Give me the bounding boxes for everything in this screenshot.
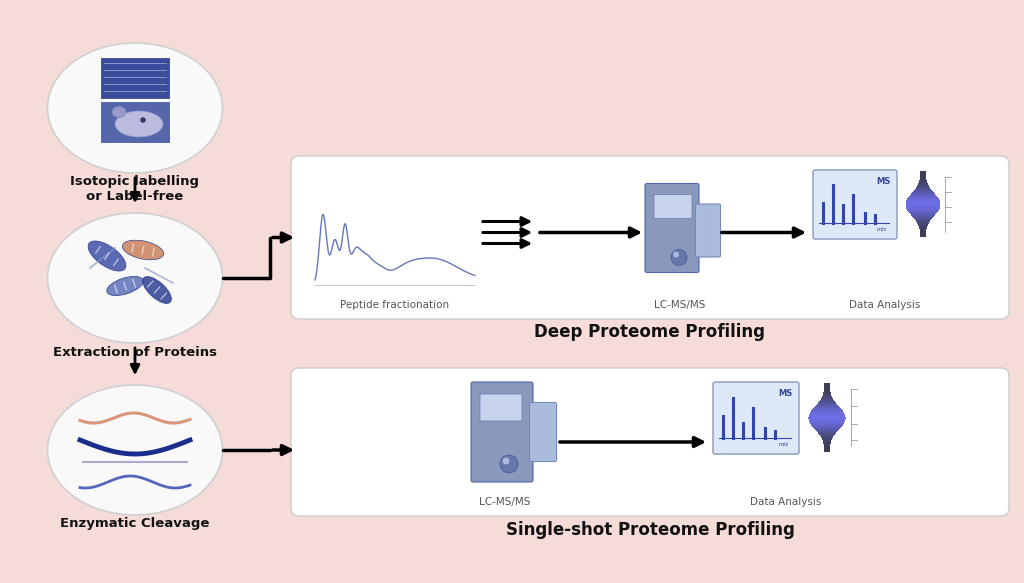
Ellipse shape xyxy=(47,43,222,173)
Text: or Label-free: or Label-free xyxy=(86,189,183,202)
Ellipse shape xyxy=(47,385,222,515)
FancyBboxPatch shape xyxy=(480,394,522,421)
Ellipse shape xyxy=(112,107,126,118)
Ellipse shape xyxy=(47,213,222,343)
Circle shape xyxy=(671,250,687,265)
Text: Deep Proteome Profiling: Deep Proteome Profiling xyxy=(535,323,766,341)
Text: Extraction of Proteins: Extraction of Proteins xyxy=(53,346,217,359)
Text: Peptide fractionation: Peptide fractionation xyxy=(340,300,450,310)
FancyBboxPatch shape xyxy=(713,382,799,454)
Text: Data Analysis: Data Analysis xyxy=(751,497,821,507)
Text: LC-MS/MS: LC-MS/MS xyxy=(654,300,706,310)
FancyBboxPatch shape xyxy=(471,382,534,482)
Text: Data Analysis: Data Analysis xyxy=(849,300,921,310)
Text: m/z: m/z xyxy=(778,441,790,447)
FancyBboxPatch shape xyxy=(291,368,1009,516)
Text: m/z: m/z xyxy=(877,227,887,231)
Ellipse shape xyxy=(123,240,164,260)
FancyBboxPatch shape xyxy=(654,195,692,219)
Text: LC-MS/MS: LC-MS/MS xyxy=(479,497,530,507)
Bar xyxy=(101,102,169,142)
Text: Single-shot Proteome Profiling: Single-shot Proteome Profiling xyxy=(506,521,795,539)
FancyBboxPatch shape xyxy=(291,156,1009,319)
Circle shape xyxy=(141,118,145,122)
Ellipse shape xyxy=(88,241,126,271)
Text: MS: MS xyxy=(876,177,890,187)
Bar xyxy=(101,58,169,98)
Circle shape xyxy=(503,458,510,465)
FancyBboxPatch shape xyxy=(645,184,699,272)
FancyBboxPatch shape xyxy=(695,204,721,257)
Text: MS: MS xyxy=(778,389,793,399)
Ellipse shape xyxy=(142,276,171,303)
Text: Enzymatic Cleavage: Enzymatic Cleavage xyxy=(60,518,210,531)
Ellipse shape xyxy=(106,276,143,296)
Circle shape xyxy=(500,455,518,473)
Ellipse shape xyxy=(115,111,163,137)
FancyBboxPatch shape xyxy=(813,170,897,239)
Circle shape xyxy=(673,251,679,258)
Text: Isotopic labelling: Isotopic labelling xyxy=(71,175,200,188)
FancyBboxPatch shape xyxy=(529,402,556,462)
